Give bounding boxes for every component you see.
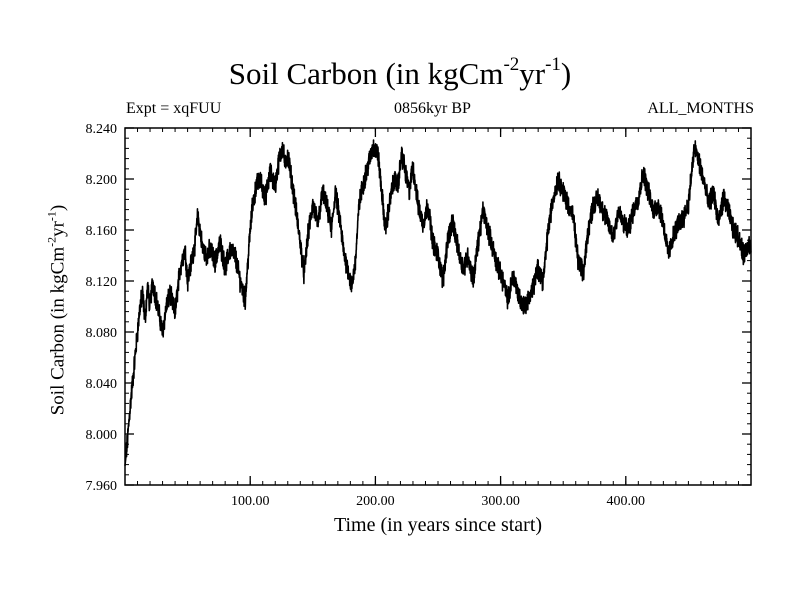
series-line-soil-carbon [124,139,752,466]
x-tick-label: 200.00 [356,494,395,509]
y-tick-label: 8.000 [86,428,118,443]
y-tick-label: 7.960 [86,479,118,494]
title-close: ) [560,56,572,91]
title-unit-yr: yr [519,56,546,91]
x-tick-label: 100.00 [231,494,270,509]
x-axis-label: Time (in years since start) [334,514,542,536]
x-tick-label: 400.00 [607,494,646,509]
title-text: Soil Carbon (in kgCm [228,56,504,91]
y-tick-label: 8.080 [86,326,118,341]
experiment-label: Expt = xqFUU [126,100,222,117]
y-tick-label: 8.200 [86,173,118,188]
title-exponent-2: -1 [545,54,561,75]
period-label: 0856kyr BP [394,100,471,117]
plot-frame [124,127,752,486]
series-layer [124,139,752,466]
title-exponent-1: -2 [503,54,520,75]
x-tick-label: 300.00 [481,494,520,509]
y-tick-label: 8.160 [86,224,118,239]
chart-title: Soil Carbon (in kgCm-2yr-1) [0,55,800,91]
axis-layer: 100.00 200.00 300.00 400.00 7.960 8.000 8.040 8… [86,122,751,509]
y-tick-label: 8.240 [86,122,118,137]
y-tick-label: 8.040 [86,377,118,392]
y-tick-label: 8.120 [86,275,118,290]
months-label: ALL_MONTHS [647,100,754,117]
